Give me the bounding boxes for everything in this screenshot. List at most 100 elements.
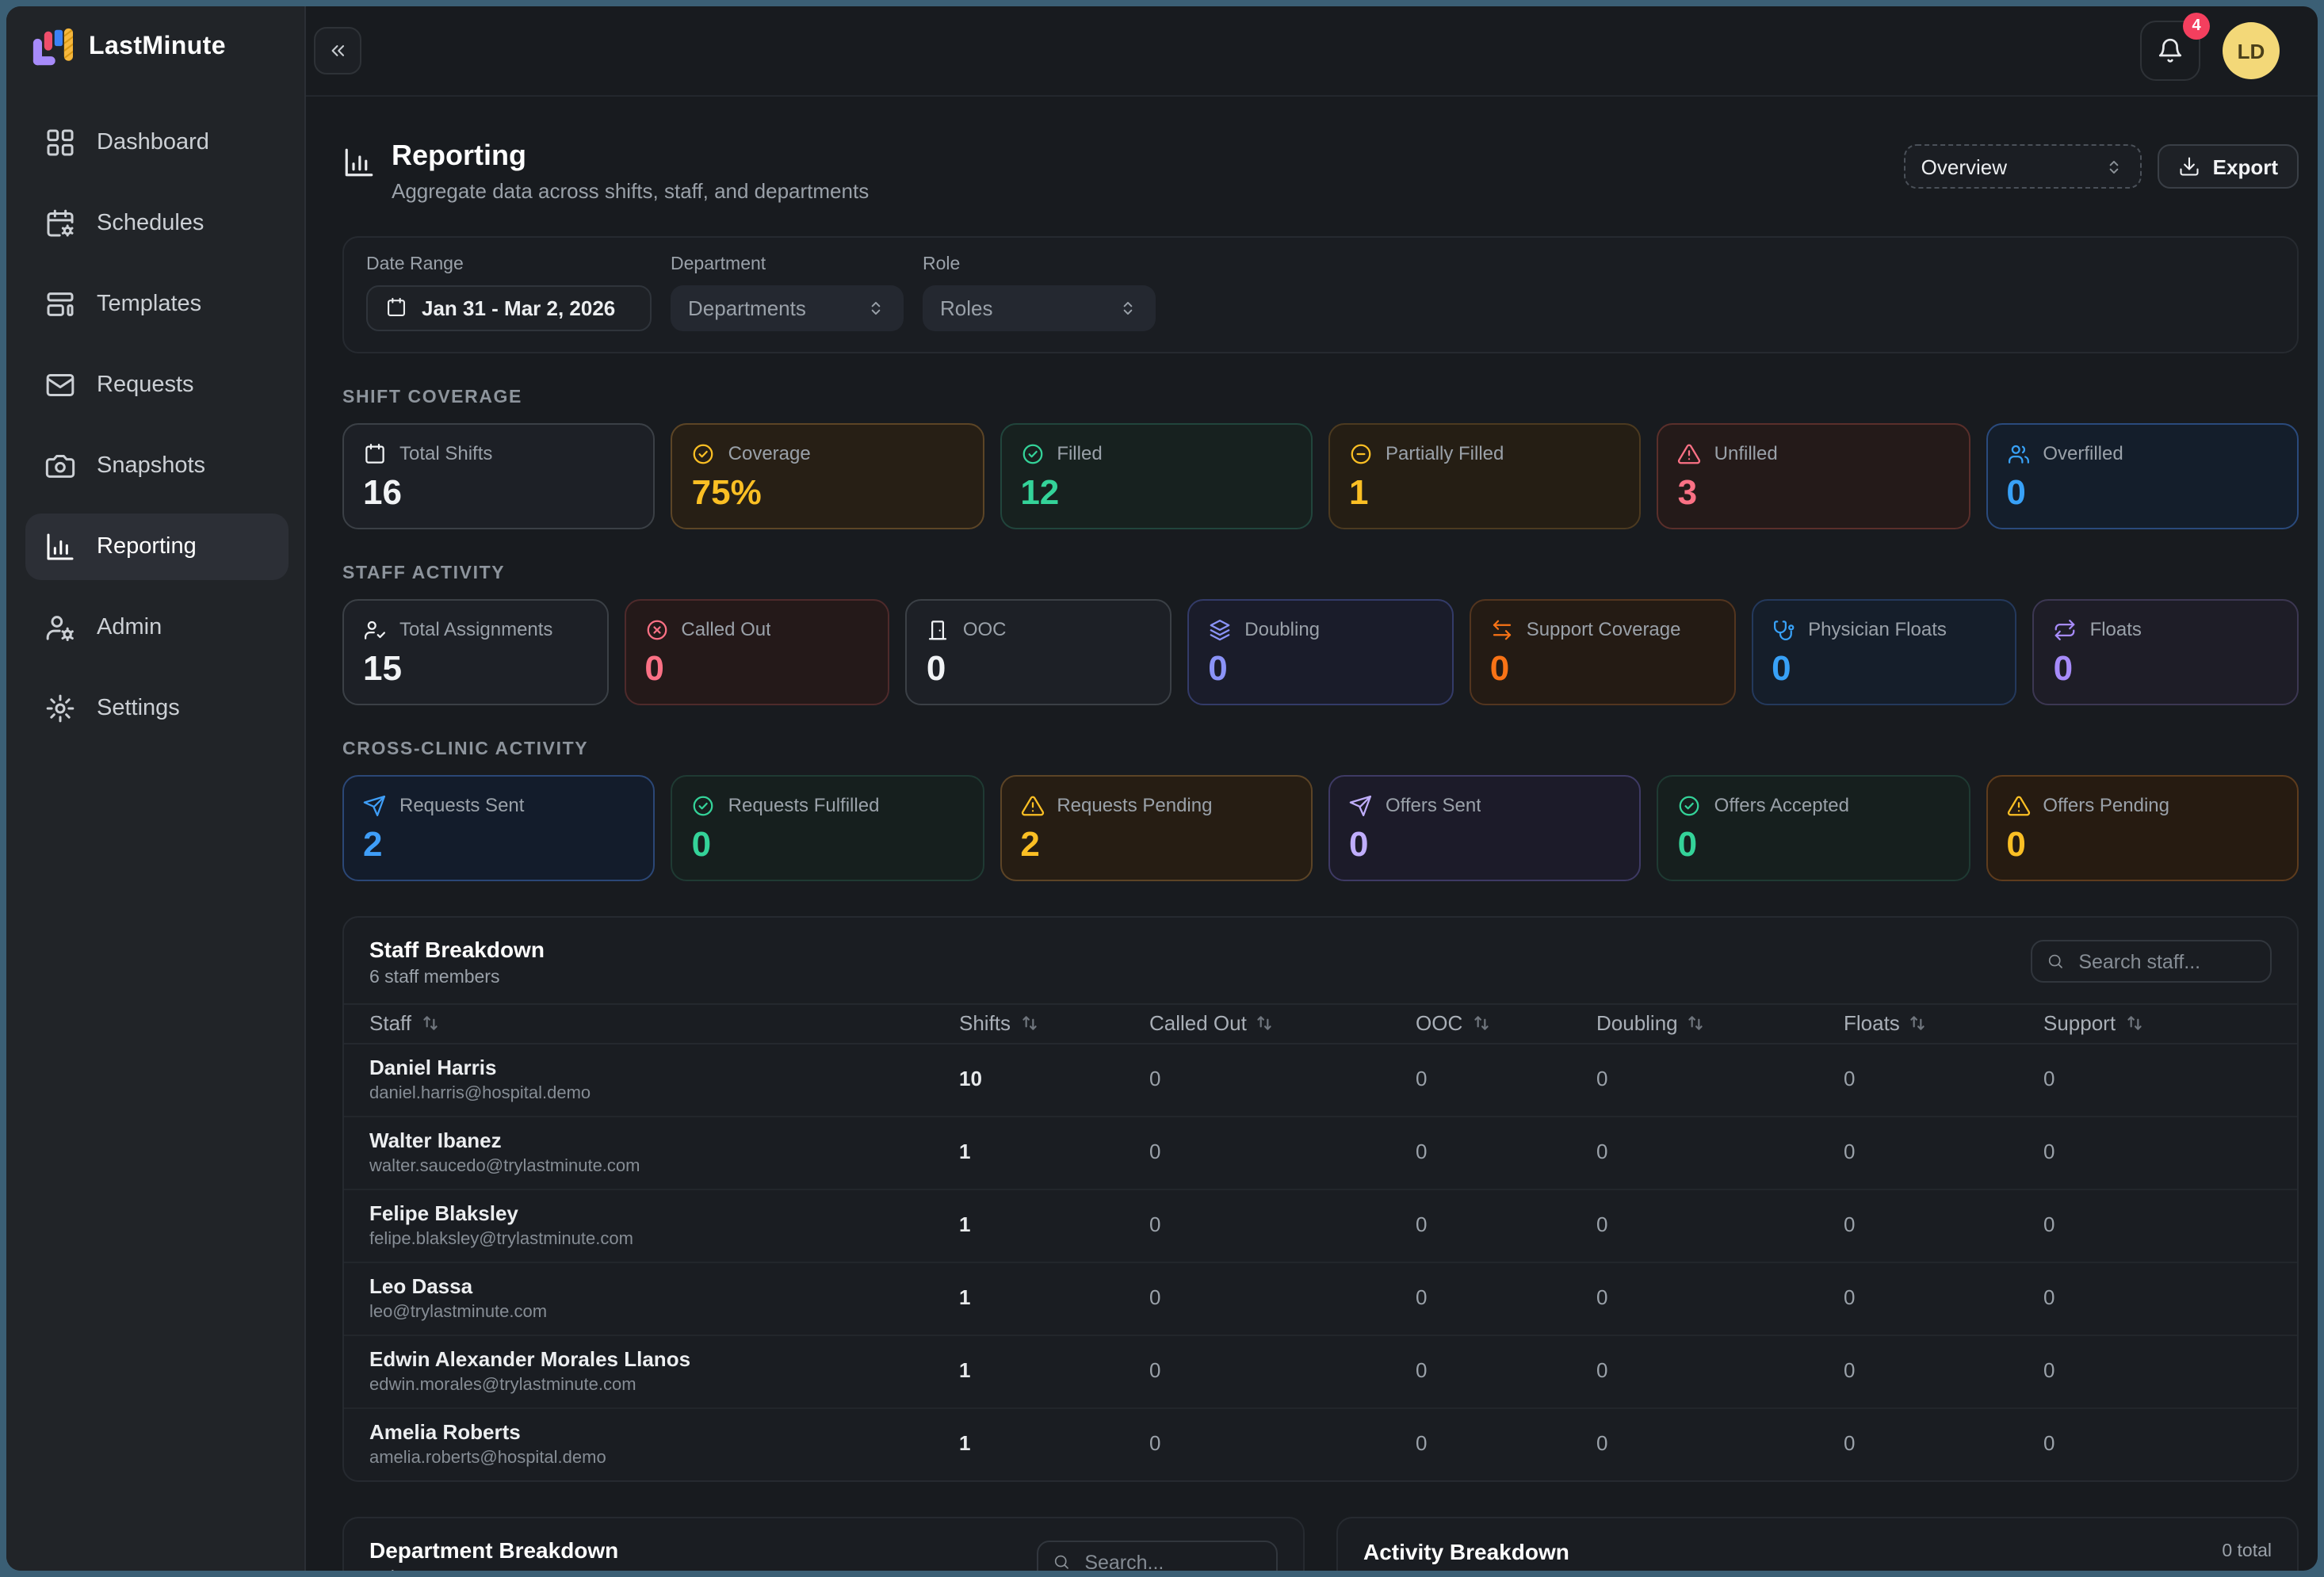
stat-card: Called Out 0: [624, 598, 890, 705]
department-breakdown-title: Department Breakdown: [369, 1537, 619, 1563]
topbar: 4 LD: [306, 6, 2318, 97]
door-icon: [927, 617, 950, 641]
staff-name: Edwin Alexander Morales Llanos: [369, 1346, 691, 1371]
chart-column-icon: [342, 146, 376, 179]
sidebar-collapse-button[interactable]: [314, 27, 361, 74]
layers-icon: [1208, 617, 1232, 641]
chevrons-up-down-icon: [866, 297, 886, 318]
column-header[interactable]: Doubling: [1596, 1011, 1844, 1035]
stat-card: Support Coverage 0: [1469, 598, 1736, 705]
department-filter: Department Departments: [671, 254, 904, 331]
sidebar-item[interactable]: Schedules: [25, 190, 289, 257]
stat-value: 0: [691, 823, 712, 864]
staff-breakdown-panel: Staff Breakdown 6 staff members Staff: [342, 915, 2299, 1482]
table-row[interactable]: Amelia Roberts amelia.roberts@hospital.d…: [369, 1419, 2055, 1468]
role-filter: Role Roles: [923, 254, 1156, 331]
sidebar-item[interactable]: Admin: [25, 594, 289, 661]
arrow-left-right-icon: [1490, 617, 1514, 641]
date-range-input[interactable]: Jan 31 - Mar 2, 2026: [366, 284, 652, 331]
stat-card: Total Assignments 15: [342, 598, 609, 705]
sort-icon: [1911, 1016, 1925, 1030]
stat-value: 0: [926, 647, 946, 688]
table-row[interactable]: Felipe Blaksley felipe.blaksley@trylastm…: [344, 1189, 2297, 1263]
department-select[interactable]: Departments: [671, 284, 904, 331]
staff-name: Daniel Harris: [369, 1055, 497, 1079]
staff-email: edwin.morales@trylastminute.com: [369, 1375, 636, 1395]
circle-check-icon: [692, 793, 716, 817]
layout-grid-icon: [44, 127, 76, 158]
table-row[interactable]: Leo Dassa leo@trylastminute.com 1 0 0 0 …: [344, 1262, 2297, 1336]
sidebar-item[interactable]: Templates: [25, 271, 289, 338]
department-breakdown-subtitle: 2 departments: [369, 1568, 618, 1571]
stat-value: 0: [2006, 823, 2026, 864]
users-icon: [2006, 441, 2030, 465]
staff-search-input[interactable]: [2075, 949, 2256, 975]
section-title-cross-clinic: CROSS-CLINIC ACTIVITY: [342, 739, 589, 759]
section-title-staff-activity: STAFF ACTIVITY: [342, 563, 506, 583]
column-header[interactable]: OOC: [1416, 1011, 1596, 1035]
mail-icon: [44, 369, 76, 401]
sort-icon: [422, 1016, 437, 1030]
staff-email: amelia.roberts@hospital.demo: [369, 1448, 606, 1468]
staff-search: [2031, 940, 2272, 983]
app-window: LastMinute Dashboard Schedules Templates…: [6, 6, 2318, 1571]
stat-card: Total Shifts 16: [342, 422, 656, 529]
notification-badge: 4: [2183, 13, 2210, 40]
view-select[interactable]: Overview: [1903, 144, 2142, 189]
sidebar-item[interactable]: Dashboard: [25, 109, 289, 176]
column-header[interactable]: Shifts: [959, 1011, 1149, 1035]
section-title-shift-coverage: SHIFT COVERAGE: [342, 388, 523, 407]
chevrons-up-down-icon: [2104, 156, 2124, 177]
stat-value: 75%: [691, 472, 762, 512]
column-header[interactable]: Floats: [1844, 1011, 2043, 1035]
bell-icon: [2156, 36, 2184, 65]
settings-icon: [44, 693, 76, 724]
column-header[interactable]: Support: [2043, 1011, 2272, 1035]
sidebar-item[interactable]: Requests: [25, 352, 289, 418]
role-select[interactable]: Roles: [923, 284, 1156, 331]
send-icon: [363, 793, 387, 817]
stat-value: 15: [363, 647, 402, 688]
calendar-icon: [363, 441, 387, 465]
table-row[interactable]: Walter Ibanez walter.saucedo@trylastminu…: [344, 1117, 2297, 1190]
stat-card: Requests Fulfilled 0: [671, 774, 984, 881]
column-header[interactable]: Staff: [369, 1011, 959, 1035]
sidebar-item[interactable]: Reporting: [25, 514, 289, 580]
user-check-icon: [363, 617, 387, 641]
triangle-alert-icon: [2006, 793, 2030, 817]
department-breakdown-panel: Department Breakdown 2 departments Depar…: [342, 1516, 1305, 1571]
stat-value: 3: [1677, 472, 1698, 512]
stat-card: Partially Filled 1: [1328, 422, 1642, 529]
chevrons-left-icon: [327, 40, 349, 62]
stat-value: 0: [1208, 647, 1228, 688]
stat-card: Offers Pending 0: [1986, 774, 2299, 881]
circle-check-icon: [1678, 793, 1702, 817]
stat-value: 0: [1677, 823, 1698, 864]
export-button[interactable]: Export: [2157, 144, 2299, 189]
table-row[interactable]: Edwin Alexander Morales Llanos edwin.mor…: [344, 1335, 2297, 1409]
staff-email: daniel.harris@hospital.demo: [369, 1083, 591, 1103]
notifications-button[interactable]: 4: [2140, 13, 2210, 81]
sort-icon: [1022, 1016, 1036, 1030]
lastminute-logo: [30, 27, 75, 68]
search-icon: [2047, 951, 2064, 972]
sort-icon: [2127, 1016, 2141, 1030]
table-row[interactable]: Daniel Harris daniel.harris@hospital.dem…: [344, 1044, 2297, 1117]
column-header[interactable]: Called Out: [1149, 1011, 1416, 1035]
content: Reporting Aggregate data across shifts, …: [306, 97, 2318, 1571]
stat-value: 2: [1020, 823, 1040, 864]
sidebar-item[interactable]: Snapshots: [25, 433, 289, 499]
triangle-alert-icon: [1678, 441, 1702, 465]
circle-minus-icon: [1349, 441, 1373, 465]
staff-table-header: Staff Shifts Called Out OOC Doub: [344, 1002, 2297, 1044]
sidebar-item[interactable]: Settings: [25, 675, 289, 742]
stat-card: Filled 12: [1000, 422, 1313, 529]
circle-check-icon: [692, 441, 716, 465]
department-search-input[interactable]: [1081, 1549, 1262, 1571]
activity-breakdown-panel: Activity Breakdown 0 total Called Out + …: [1336, 1516, 2299, 1571]
department-search: [1037, 1541, 1278, 1571]
repeat-icon: [2054, 617, 2077, 641]
chevrons-up-down-icon: [1118, 297, 1138, 318]
staff-email: felipe.blaksley@trylastminute.com: [369, 1229, 633, 1249]
avatar[interactable]: LD: [2223, 22, 2280, 79]
